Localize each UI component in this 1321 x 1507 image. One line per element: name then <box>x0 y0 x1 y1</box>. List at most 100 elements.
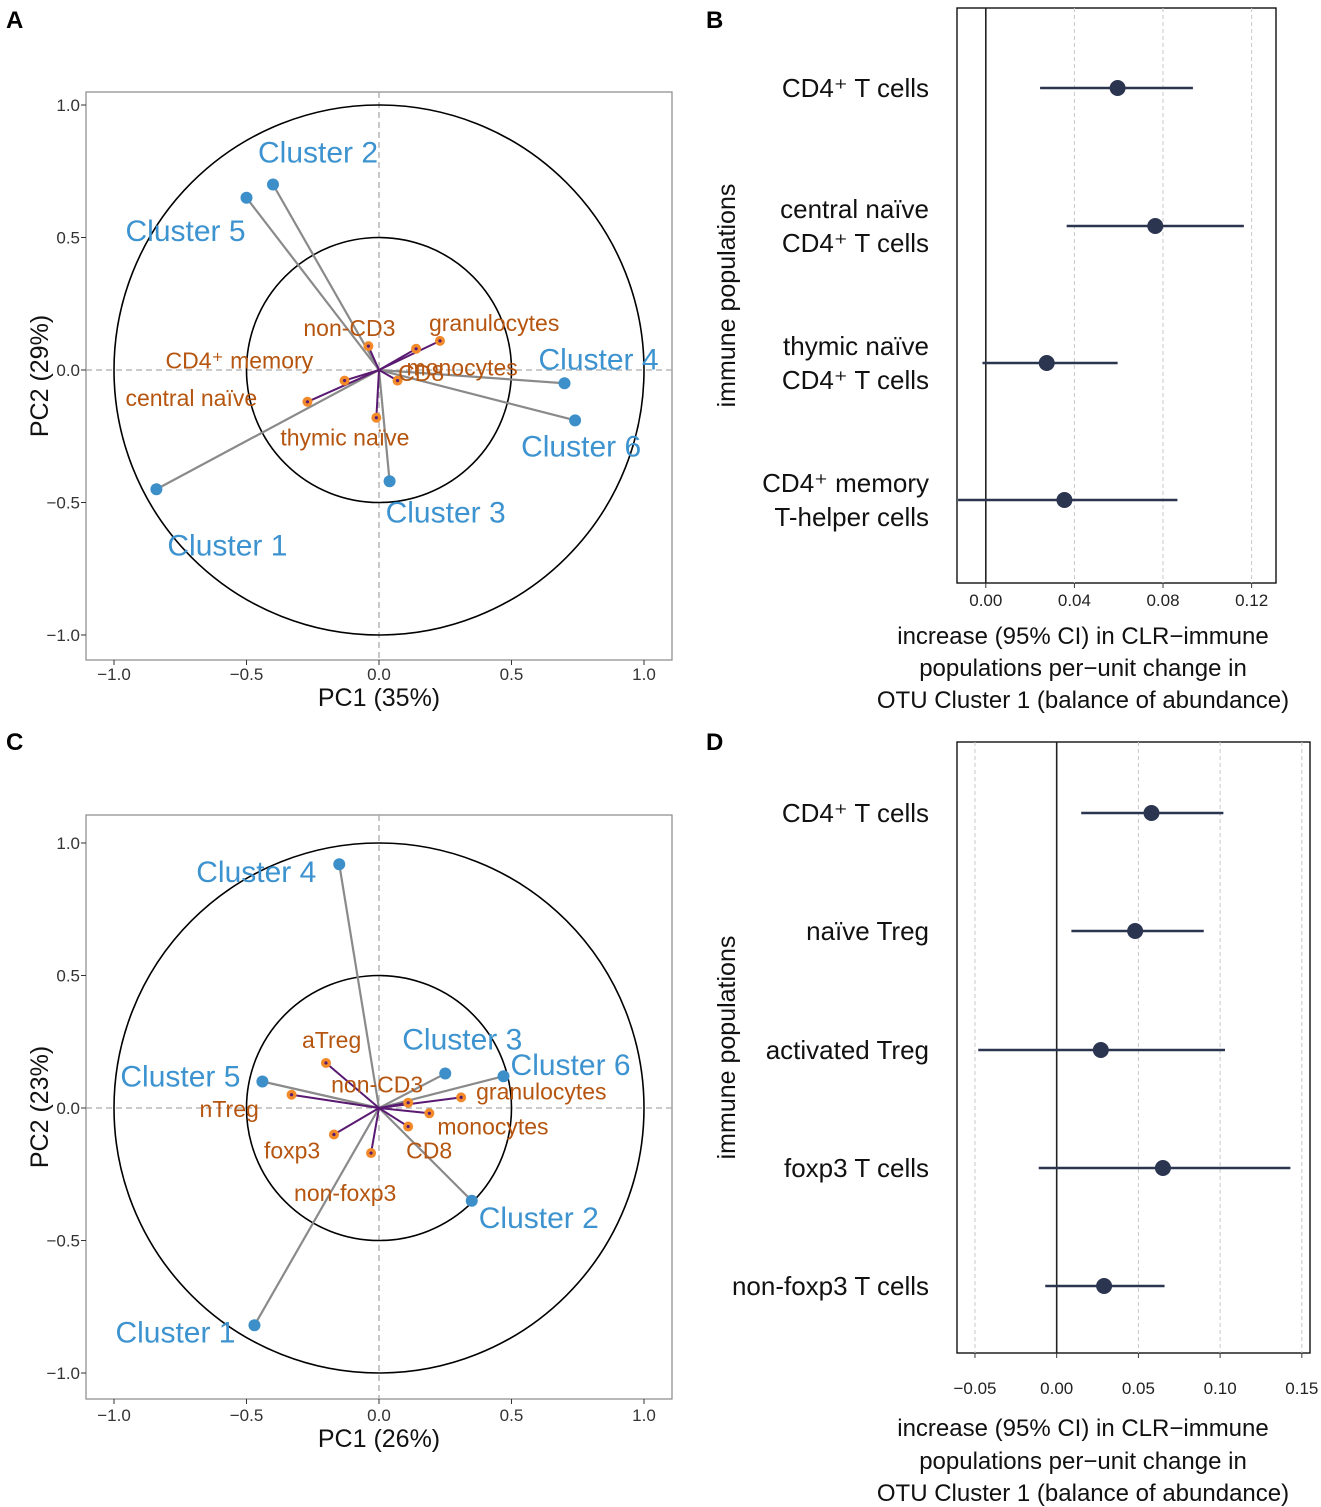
immune-point-center <box>289 1093 294 1097</box>
y-axis-title: PC2 (29%) <box>26 315 54 437</box>
panel-label-a: A <box>6 7 23 34</box>
row-label: non-foxp3 T cells <box>732 1271 929 1301</box>
x-tick-label: −1.0 <box>97 1406 131 1425</box>
row-label: CD4⁺ memory <box>762 468 929 498</box>
x-axis-title-line: OTU Cluster 1 (balance of abundance) <box>877 687 1289 714</box>
x-tick-label: 0.10 <box>1204 1379 1237 1398</box>
cluster-point <box>333 858 346 871</box>
x-tick-label: 0.00 <box>1040 1379 1073 1398</box>
panel-label-d: D <box>706 729 723 756</box>
immune-label: monocytes <box>407 355 518 381</box>
row-label: CD4⁺ T cells <box>782 73 929 103</box>
cluster-point <box>569 414 582 427</box>
cluster-label: Cluster 3 <box>386 496 506 529</box>
immune-label: non-CD3 <box>303 315 395 341</box>
x-tick-label: 0.08 <box>1146 591 1179 610</box>
point-estimate <box>1143 805 1160 821</box>
cluster-vector <box>155 369 380 491</box>
immune-vector <box>378 1096 462 1109</box>
y-tick-label: 0.5 <box>56 967 80 986</box>
y-tick-label: 0.5 <box>56 229 80 248</box>
x-tick-label: 0.00 <box>969 591 1002 610</box>
point-estimate <box>1109 80 1126 96</box>
point-estimate <box>1092 1042 1109 1058</box>
cluster-label: Cluster 3 <box>402 1024 522 1057</box>
pca-panel-c: −1.0 −0.5 0.0 0.5 1.0 1.0 0.5 0.0 −0.5 −1.0 PC1 (2… <box>26 814 673 1453</box>
row-label: foxp3 T cells <box>784 1153 929 1183</box>
immune-label: CD8 <box>398 360 444 386</box>
cluster-point <box>240 191 253 204</box>
inner-circle <box>245 974 513 1242</box>
immune-vector <box>370 1107 380 1154</box>
forest-panel-d: −0.05 0.00 0.05 0.10 0.15 CD4⁺ T cells naïve T… <box>713 741 1318 1507</box>
panel-label-c: C <box>6 729 23 756</box>
x-axis-title: PC1 (26%) <box>318 1425 440 1453</box>
cluster-label: Cluster 4 <box>539 343 659 376</box>
y-tick-label: 0.0 <box>56 1099 80 1118</box>
x-tick-label: 0.05 <box>1122 1379 1155 1398</box>
row-label: central naïve <box>780 194 929 224</box>
x-tick-label: 0.5 <box>500 665 524 684</box>
immune-vector <box>378 347 417 371</box>
immune-point-center <box>369 1151 373 1155</box>
plot-border <box>956 741 1311 1354</box>
y-tick-label: 1.0 <box>56 834 80 853</box>
immune-label: central naïve <box>125 385 257 411</box>
point-estimate <box>1154 1160 1171 1176</box>
row-label: naïve Treg <box>806 916 929 946</box>
cluster-point <box>439 1067 452 1080</box>
x-axis-title-line: increase (95% CI) in CLR−immune <box>897 623 1268 650</box>
immune-point-center <box>366 344 370 348</box>
cluster-label: Cluster 6 <box>511 1049 631 1082</box>
immune-label: monocytes <box>437 1113 548 1139</box>
immune-label: granulocytes <box>476 1078 606 1104</box>
immune-point-center <box>374 416 378 420</box>
cluster-vector <box>378 368 565 385</box>
plot-border <box>956 7 1277 584</box>
row-label: thymic naïve <box>783 331 929 361</box>
x-axis-title-line: OTU Cluster 1 (balance of abundance) <box>877 1480 1289 1507</box>
immune-point-center <box>305 400 310 404</box>
cluster-point <box>497 1070 510 1083</box>
immune-label: non-foxp3 <box>294 1180 396 1206</box>
point-estimate <box>1127 923 1144 939</box>
forest-panel-b: 0.00 0.04 0.08 0.12 CD4⁺ T cells central naïv… <box>713 7 1289 714</box>
x-tick-label: −0.5 <box>230 1406 264 1425</box>
immune-label: CD4⁺ memory <box>166 348 314 374</box>
immune-vector <box>375 369 380 418</box>
x-axis-title: PC1 (35%) <box>318 684 440 712</box>
x-axis-title-line: populations per−unit change in <box>919 1448 1247 1475</box>
immune-label: non-CD3 <box>331 1072 423 1098</box>
y-tick-label: 1.0 <box>56 96 80 115</box>
row-label: T-helper cells <box>774 502 929 532</box>
cluster-label: Cluster 6 <box>521 430 641 463</box>
cluster-label: Cluster 1 <box>115 1316 235 1349</box>
x-tick-label: 0.12 <box>1235 591 1268 610</box>
immune-vector <box>307 369 380 403</box>
cluster-label: Cluster 4 <box>196 856 316 889</box>
immune-point-center <box>395 379 400 383</box>
immune-vector <box>333 1107 380 1136</box>
x-axis-title-line: increase (95% CI) in CLR−immune <box>897 1415 1268 1442</box>
x-tick-label: −0.5 <box>230 665 264 684</box>
immune-vector <box>378 1107 430 1115</box>
cluster-vector <box>245 197 380 371</box>
immune-label: CD8 <box>406 1138 452 1164</box>
immune-label: thymic naïve <box>280 425 409 451</box>
cluster-point <box>248 1319 261 1332</box>
immune-point-center <box>427 1111 431 1115</box>
immune-point-center <box>332 1132 336 1137</box>
y-axis-title: immune populations <box>713 184 741 408</box>
point-estimate <box>1056 492 1073 508</box>
immune-vector <box>291 1093 380 1109</box>
inner-circle <box>245 236 513 504</box>
cluster-point <box>383 475 396 488</box>
cluster-vector <box>338 864 381 1109</box>
x-tick-label: −0.05 <box>953 1379 996 1398</box>
cluster-vector <box>378 1107 473 1202</box>
x-tick-label: −1.0 <box>97 665 131 684</box>
immune-point-center <box>414 347 418 351</box>
unit-circle <box>113 104 645 636</box>
cluster-label: Cluster 2 <box>258 137 378 170</box>
cluster-vector <box>262 1080 380 1110</box>
